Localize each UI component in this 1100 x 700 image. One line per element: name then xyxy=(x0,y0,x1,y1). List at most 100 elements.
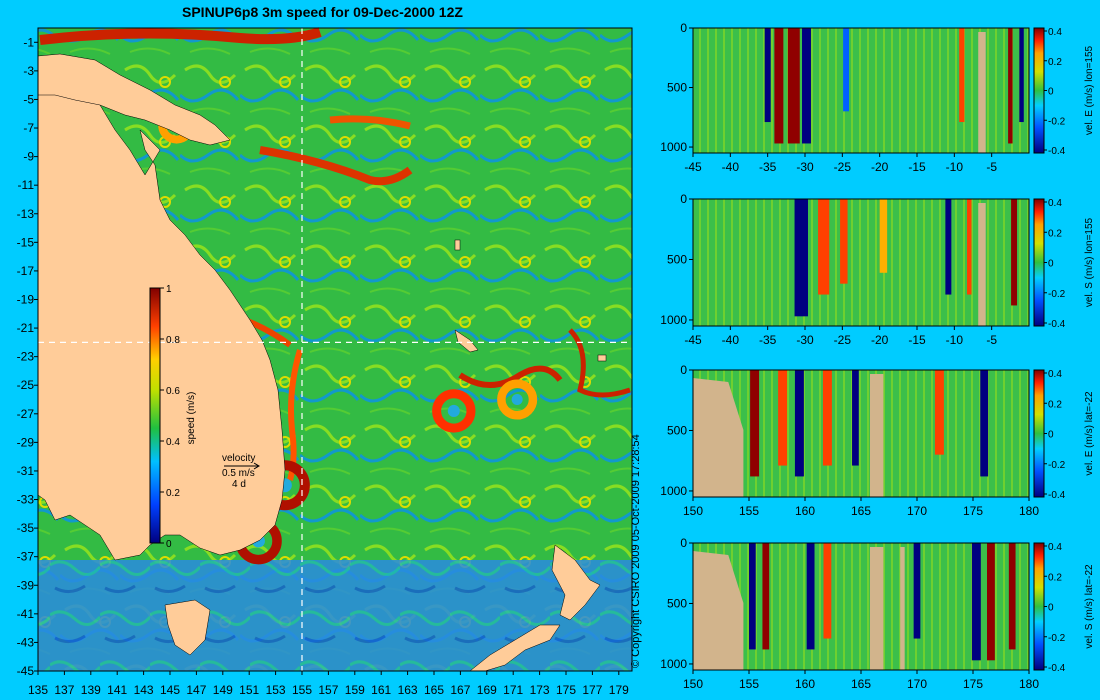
section-colorbar-label: vel. S (m/s) lat=-22 xyxy=(1084,564,1095,649)
section-band xyxy=(945,199,952,295)
map-y-tick-label: -37 xyxy=(17,550,35,564)
section-panel-1: -45 -40 -35 -30 -25 -20 -15 -10 -5 0 500 1000 0.4 0.2… xyxy=(660,21,1095,174)
map-y-tick-label: -9 xyxy=(23,150,34,164)
section-x-tick-label: -35 xyxy=(759,160,777,174)
map-colorbar-tick-label: 0.4 xyxy=(166,437,180,448)
section-colorbar-tick-label: 0 xyxy=(1048,259,1054,270)
section-x-tick-label: -5 xyxy=(986,333,997,347)
section-y-tick-label: 0 xyxy=(680,363,687,377)
section-colorbar-label: vel. S (m/s) lon=155 xyxy=(1084,217,1095,307)
section-band xyxy=(913,543,921,639)
map-eddy xyxy=(497,379,538,420)
section-colorbar-tick-label: -0.2 xyxy=(1048,460,1066,471)
section-y-tick-label: 1000 xyxy=(660,140,687,154)
section-x-tick-label: 155 xyxy=(739,677,759,691)
section-x-tick-label: 170 xyxy=(907,677,927,691)
section-colorbar-tick-label: -0.2 xyxy=(1048,633,1066,644)
section-band xyxy=(750,370,760,477)
section-land xyxy=(900,547,905,670)
section-y-tick-label: 0 xyxy=(680,21,687,35)
section-y-tick-label: 1000 xyxy=(660,657,687,671)
section-x-tick-label: -5 xyxy=(986,160,997,174)
map-y-ticks: -1 -3 -5 -7 -9 -11 -13 -15 -17 -19 -21 -23 -25 -27 -29… xyxy=(17,35,38,678)
section-band xyxy=(967,199,972,295)
map-land-vanuatu xyxy=(454,239,461,251)
map-eddy-core xyxy=(511,393,523,406)
map-colorbar-tick-label: 0.2 xyxy=(166,488,180,499)
map-y-tick-label: -11 xyxy=(18,178,35,192)
section-colorbar-tick-label: -0.2 xyxy=(1048,289,1066,300)
map-y-tick-label: -27 xyxy=(17,407,35,421)
section-band xyxy=(802,28,811,144)
section-band xyxy=(822,370,832,466)
section-colorbar-tick-label: -0.4 xyxy=(1048,663,1066,674)
copyright-text: © Copyright CSIRO 2009 05-Oct-2009 17:28… xyxy=(630,434,642,668)
map-frame xyxy=(37,27,633,672)
section-band xyxy=(787,28,800,144)
section-band xyxy=(749,543,756,650)
map-y-tick-label: -5 xyxy=(23,92,34,106)
map-x-tick-label: 149 xyxy=(213,683,233,697)
map-panel: 135 137 139 141 143 145 147 149 151 153 155 157 159 1… xyxy=(17,27,633,697)
map-colorbar-label: speed (m/s) xyxy=(186,392,197,445)
section-band xyxy=(971,543,981,661)
section-band xyxy=(843,28,850,112)
map-x-tick-label: 171 xyxy=(503,683,523,697)
section-colorbar-tick-label: 0.4 xyxy=(1048,369,1062,380)
map-y-tick-label: -25 xyxy=(17,378,35,392)
section-band xyxy=(762,543,770,650)
map-x-tick-label: 153 xyxy=(266,683,286,697)
section-band xyxy=(1019,28,1024,123)
map-y-tick-label: -35 xyxy=(17,521,35,535)
map-eddy-core xyxy=(447,404,460,417)
section-x-tick-label: 150 xyxy=(683,504,703,518)
section-y-tick-label: 500 xyxy=(667,252,687,266)
map-land-new-caledonia xyxy=(454,329,479,353)
map-x-tick-label: 145 xyxy=(160,683,180,697)
section-x-tick-label: -45 xyxy=(684,333,702,347)
map-current-coral xyxy=(329,115,411,130)
section-land xyxy=(693,378,744,497)
map-y-tick-label: -3 xyxy=(23,64,34,78)
section-x-tick-label: -10 xyxy=(946,160,964,174)
section-band xyxy=(764,28,771,123)
section-colorbar-tick-label: 0.2 xyxy=(1048,228,1062,239)
map-x-tick-label: 155 xyxy=(292,683,312,697)
section-colorbar-tick-label: -0.4 xyxy=(1048,319,1066,330)
map-x-tick-label: 167 xyxy=(450,683,470,697)
section-x-tick-label: -20 xyxy=(871,333,889,347)
section-colorbar-tick-label: -0.4 xyxy=(1048,490,1066,501)
section-panel-2: -45 -40 -35 -30 -25 -20 -15 -10 -5 0 500 1000 0.4 0.2… xyxy=(660,192,1095,347)
map-x-tick-label: 173 xyxy=(530,683,550,697)
section-y-tick-label: 1000 xyxy=(660,313,687,327)
map-x-ticks: 135 137 139 141 143 145 147 149 151 153 155 157 159 1… xyxy=(28,671,629,697)
map-y-tick-label: -19 xyxy=(17,292,35,306)
map-colorbar-tick-label: 0.6 xyxy=(166,386,180,397)
map-x-tick-label: 137 xyxy=(54,683,74,697)
section-colorbar-tick-label: 0 xyxy=(1048,87,1054,98)
section-colorbar xyxy=(1033,369,1045,498)
map-southern-ocean xyxy=(38,560,632,671)
vector-legend-speed: 0.5 m/s xyxy=(222,468,255,479)
section-band xyxy=(778,370,788,466)
section-colorbar-tick-label: 0.4 xyxy=(1048,542,1062,553)
section-colorbar-tick-label: 0.2 xyxy=(1048,57,1062,68)
section-band xyxy=(794,370,804,477)
map-x-tick-label: 177 xyxy=(582,683,602,697)
map-colorbar-tick-label: 0 xyxy=(166,539,172,550)
section-band xyxy=(823,543,832,639)
map-x-tick-label: 139 xyxy=(81,683,101,697)
map-land-new-guinea xyxy=(37,53,231,146)
section-band xyxy=(1011,199,1018,306)
section-x-tick-label: -40 xyxy=(722,160,740,174)
section-colorbar-tick-label: 0.4 xyxy=(1048,27,1062,38)
section-land xyxy=(693,551,744,670)
map-current-equatorial xyxy=(39,27,322,45)
map-x-tick-label: 141 xyxy=(107,683,127,697)
section-band xyxy=(959,28,965,123)
section-colorbar-tick-label: 0 xyxy=(1048,603,1054,614)
section-band xyxy=(774,28,784,144)
section-y-tick-label: 1000 xyxy=(660,484,687,498)
map-x-tick-label: 147 xyxy=(186,683,206,697)
map-y-tick-label: -43 xyxy=(17,635,35,649)
